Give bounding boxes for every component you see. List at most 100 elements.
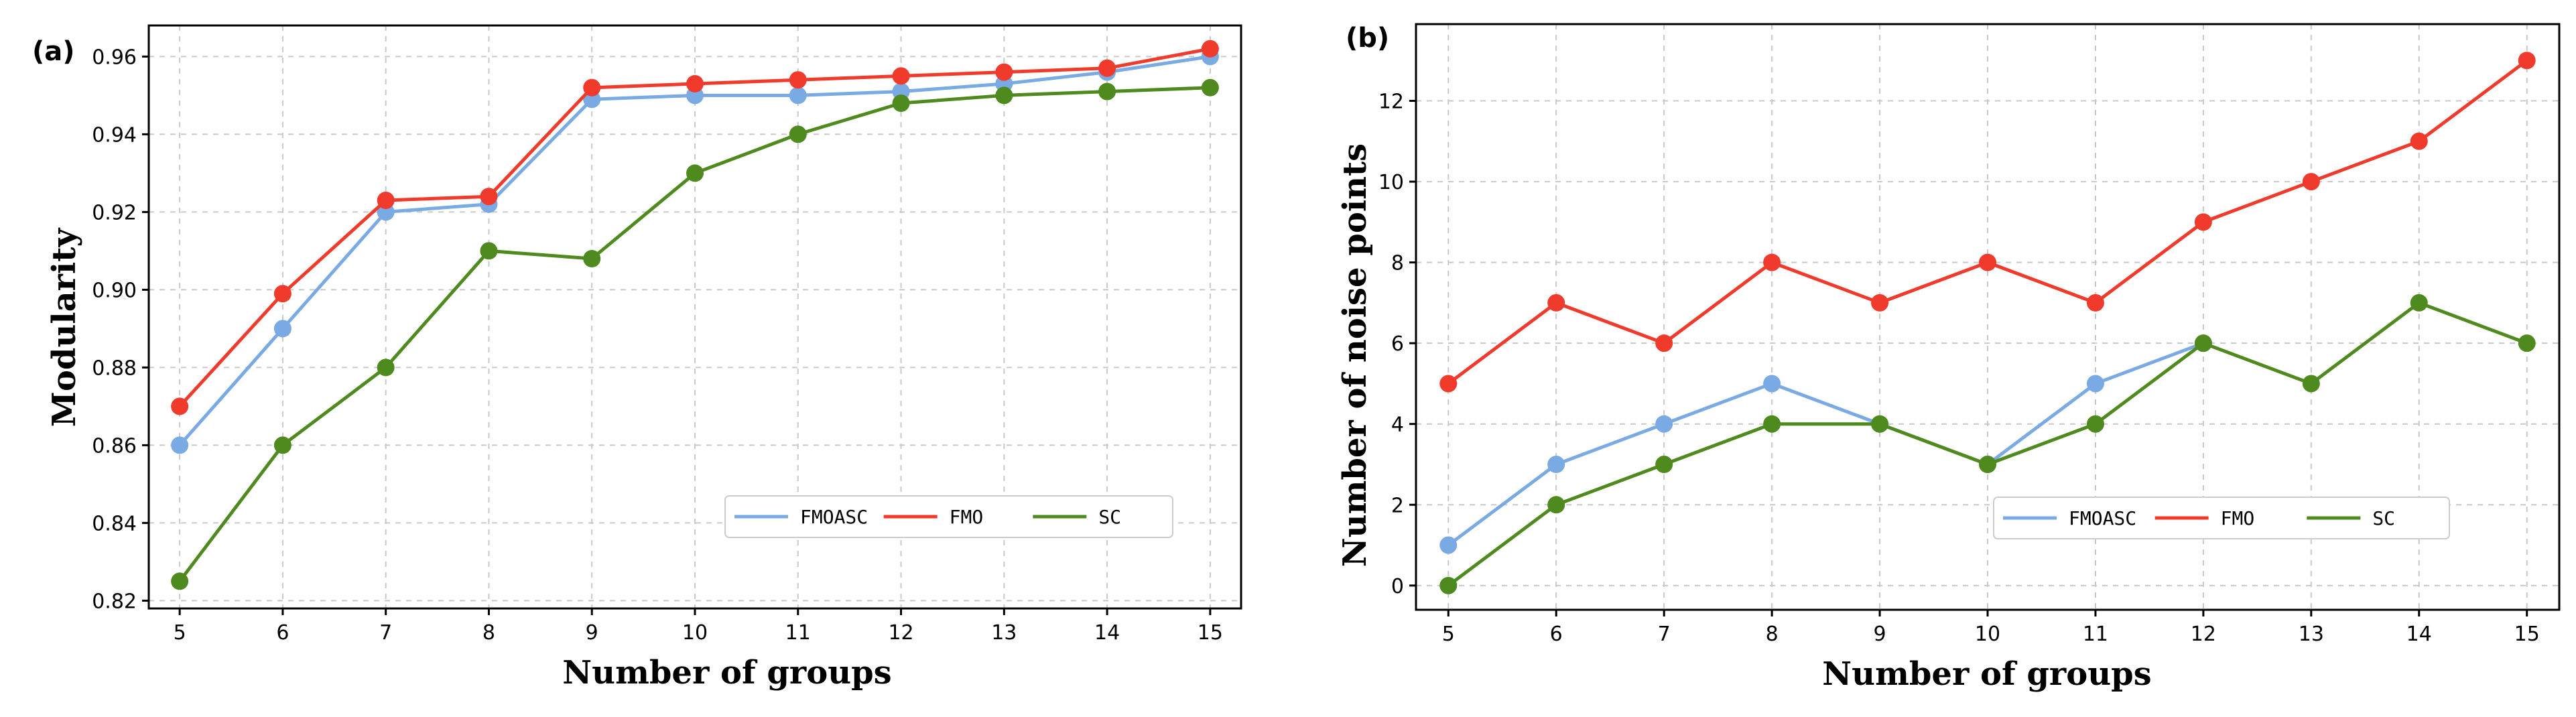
legend-label-fmoasc-b: FMOASC bbox=[2069, 507, 2136, 529]
y-tick-label-a-0-82: 0.82 bbox=[92, 590, 137, 613]
y-tick-label-a-0-96: 0.96 bbox=[92, 46, 137, 69]
point-sc-a-6 bbox=[273, 436, 292, 454]
point-fmo-a-10 bbox=[686, 75, 704, 92]
x-tick-label-b-11: 11 bbox=[2083, 623, 2108, 646]
x-tick-label-a-12: 12 bbox=[888, 621, 913, 645]
point-fmo-a-12 bbox=[892, 67, 910, 85]
point-sc-b-11 bbox=[2086, 415, 2104, 433]
point-sc-a-12 bbox=[892, 94, 910, 112]
x-tick-label-b-6: 6 bbox=[1550, 623, 1563, 646]
point-sc-b-13 bbox=[2302, 375, 2320, 393]
point-sc-a-14 bbox=[1098, 82, 1116, 101]
point-sc-b-10 bbox=[1979, 456, 1996, 474]
point-fmoasc-a-6 bbox=[273, 320, 292, 338]
point-sc-b-9 bbox=[1871, 415, 1889, 433]
x-tick-label-a-10: 10 bbox=[682, 621, 708, 645]
legend-box-b bbox=[1993, 497, 2450, 539]
y-tick-label-b-10: 10 bbox=[1378, 171, 1404, 194]
x-tick-label-a-8: 8 bbox=[482, 621, 495, 645]
point-sc-b-6 bbox=[1547, 496, 1565, 514]
x-tick-label-b-9: 9 bbox=[1874, 623, 1886, 646]
y-tick-label-b-2: 2 bbox=[1391, 494, 1404, 517]
modularity-chart: (a) Number of groups Modularity 5 6 7 8 9 10 1… bbox=[32, 24, 1242, 692]
point-sc-a-8 bbox=[480, 242, 498, 260]
legend-label-sc-b: SC bbox=[2372, 507, 2395, 529]
point-sc-a-5 bbox=[171, 572, 189, 590]
point-fmo-b-15 bbox=[2518, 52, 2536, 70]
point-fmo-a-5 bbox=[171, 397, 189, 415]
point-fmo-b-7 bbox=[1655, 334, 1673, 352]
x-tick-label-b-8: 8 bbox=[1766, 623, 1779, 646]
point-sc-a-7 bbox=[377, 358, 395, 377]
point-sc-a-10 bbox=[686, 164, 704, 182]
x-tick-label-b-10: 10 bbox=[1975, 623, 2000, 646]
x-tick-label-b-12: 12 bbox=[2191, 623, 2216, 646]
y-tick-label-b-8: 8 bbox=[1391, 252, 1404, 275]
x-tick-label-b-7: 7 bbox=[1658, 623, 1671, 646]
point-fmo-b-11 bbox=[2086, 294, 2104, 312]
point-sc-b-7 bbox=[1655, 456, 1673, 474]
point-fmo-b-9 bbox=[1871, 294, 1889, 312]
legend-label-sc-a: SC bbox=[1098, 506, 1121, 528]
y-tick-label-a-0-90: 0.90 bbox=[92, 279, 137, 302]
y-tick-label-a-0-94: 0.94 bbox=[92, 123, 137, 147]
series-line-fmoasc-b bbox=[1447, 341, 2204, 547]
point-sc-b-8 bbox=[1763, 415, 1781, 433]
legend-label-fmoasc-a: FMOASC bbox=[800, 506, 868, 528]
point-fmo-b-5 bbox=[1439, 375, 1458, 393]
x-tick-label-b-14: 14 bbox=[2406, 623, 2432, 646]
y-tick-label-b-6: 6 bbox=[1391, 332, 1404, 356]
x-tick-label-a-11: 11 bbox=[785, 621, 811, 645]
point-fmo-b-13 bbox=[2302, 173, 2320, 191]
point-sc-b-5 bbox=[1439, 576, 1458, 594]
x-tick-label-b-15: 15 bbox=[2514, 623, 2540, 646]
point-sc-b-12 bbox=[2194, 334, 2212, 352]
point-sc-b-15 bbox=[2518, 334, 2536, 352]
x-axis-title-b: Number of groups bbox=[1822, 655, 2151, 693]
point-sc-a-9 bbox=[583, 250, 601, 267]
point-fmoasc-b-6 bbox=[1547, 456, 1565, 474]
point-fmo-a-8 bbox=[480, 188, 498, 206]
point-fmo-a-13 bbox=[995, 63, 1013, 81]
point-sc-a-15 bbox=[1201, 78, 1219, 96]
panel-label-b: (b) bbox=[1346, 23, 1389, 54]
point-sc-a-13 bbox=[995, 86, 1013, 105]
legend-label-fmo-a: FMO bbox=[950, 506, 984, 528]
point-fmo-a-7 bbox=[377, 192, 395, 209]
point-fmo-b-6 bbox=[1547, 294, 1565, 312]
x-tick-label-a-15: 15 bbox=[1198, 621, 1223, 645]
x-tick-label-a-9: 9 bbox=[586, 621, 598, 645]
point-fmo-b-10 bbox=[1979, 253, 1996, 271]
point-fmo-a-6 bbox=[273, 285, 292, 303]
y-tick-label-a-0-84: 0.84 bbox=[92, 512, 137, 535]
x-axis-title-a: Number of groups bbox=[562, 654, 891, 692]
y-tick-label-a-0-86: 0.86 bbox=[92, 434, 137, 458]
point-fmo-a-14 bbox=[1098, 59, 1116, 77]
x-tick-label-b-13: 13 bbox=[2299, 623, 2324, 646]
point-fmo-a-9 bbox=[583, 78, 601, 96]
point-fmoasc-b-8 bbox=[1763, 375, 1781, 393]
point-fmo-b-8 bbox=[1763, 253, 1781, 271]
y-tick-label-a-0-92: 0.92 bbox=[92, 201, 137, 224]
y-axis-title-a: Modularity bbox=[46, 227, 83, 428]
point-fmoasc-b-5 bbox=[1439, 536, 1458, 554]
point-fmoasc-a-5 bbox=[171, 436, 189, 454]
noise-points-chart: (b) Number of groups Number of noise poi… bbox=[1336, 23, 2561, 693]
x-tick-label-b-5: 5 bbox=[1442, 623, 1455, 646]
y-tick-label-b-0: 0 bbox=[1391, 575, 1404, 598]
x-tick-label-a-13: 13 bbox=[991, 621, 1017, 645]
point-fmo-b-14 bbox=[2410, 132, 2428, 150]
point-fmo-b-12 bbox=[2194, 213, 2212, 231]
point-fmoasc-b-7 bbox=[1655, 415, 1673, 433]
y-tick-label-b-12: 12 bbox=[1378, 90, 1404, 114]
point-fmo-a-15 bbox=[1201, 40, 1219, 58]
x-tick-label-a-5: 5 bbox=[174, 621, 186, 645]
legend-box-a bbox=[724, 495, 1173, 538]
x-tick-label-a-6: 6 bbox=[276, 621, 289, 645]
legend-label-fmo-b: FMO bbox=[2221, 507, 2255, 529]
panel-label-a: (a) bbox=[32, 36, 75, 67]
x-tick-label-a-7: 7 bbox=[379, 621, 392, 645]
point-sc-a-11 bbox=[789, 125, 807, 143]
y-axis-title-b: Number of noise points bbox=[1336, 143, 1374, 567]
